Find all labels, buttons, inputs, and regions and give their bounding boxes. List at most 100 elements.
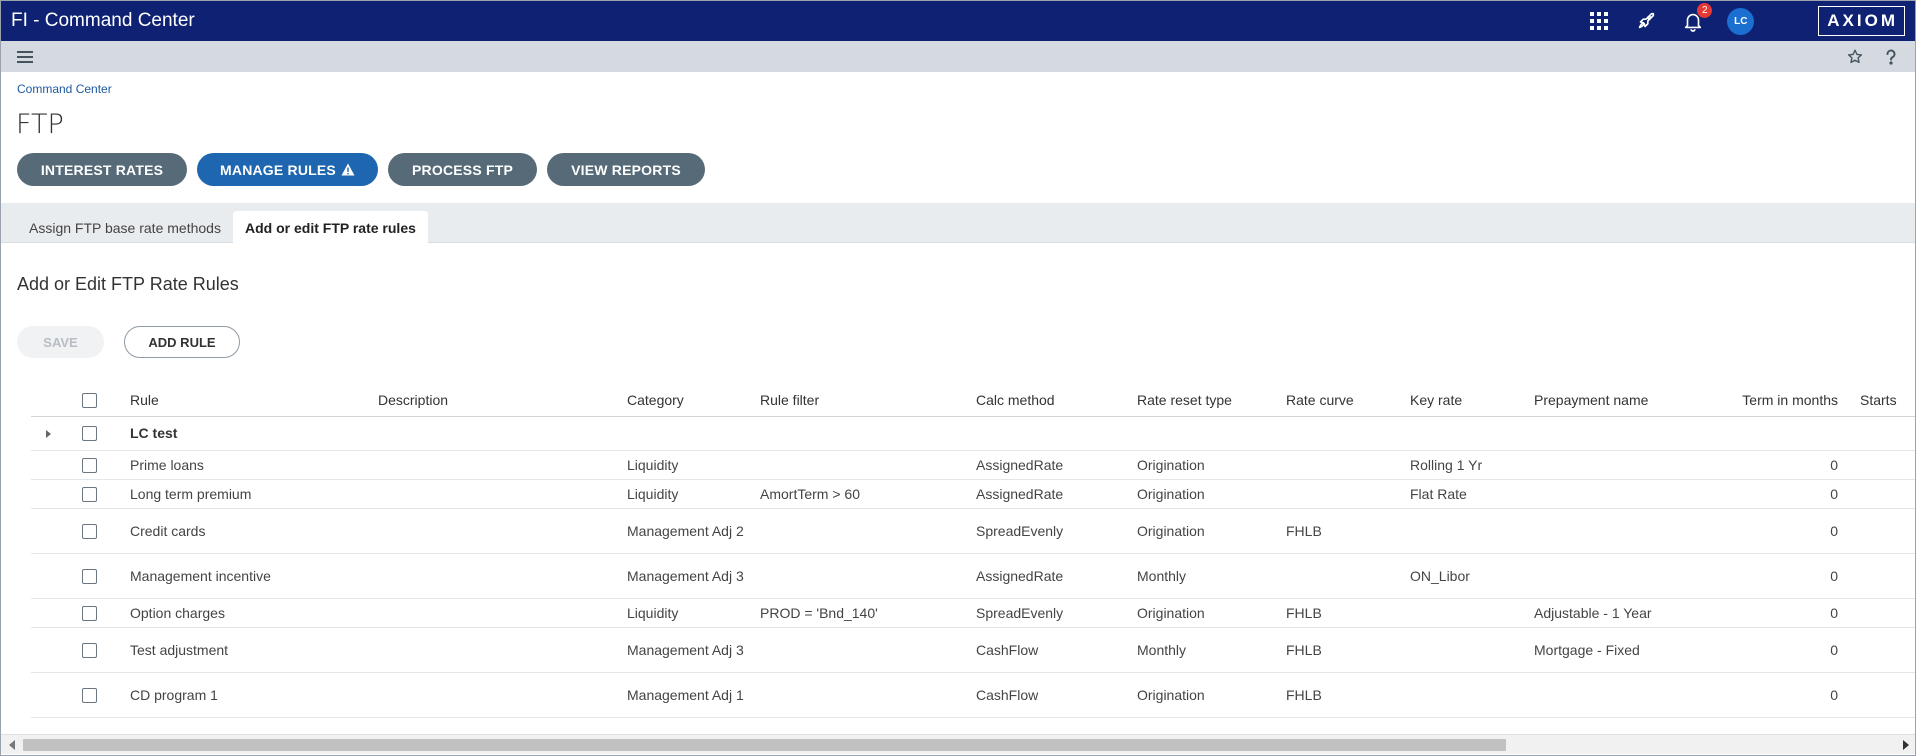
cell-rate-curve: FHLB: [1286, 522, 1322, 539]
section-title: Add or Edit FTP Rate Rules: [17, 274, 239, 294]
row-checkbox[interactable]: [82, 673, 97, 717]
apps-grid-icon[interactable]: [1587, 9, 1611, 33]
cell-term: 0: [1830, 686, 1838, 703]
row-checkbox[interactable]: [82, 599, 97, 627]
table-row[interactable]: Long term premium Liquidity AmortTerm > …: [31, 480, 1915, 509]
col-key-rate[interactable]: Key rate: [1410, 392, 1463, 408]
cell-category: Liquidity: [627, 456, 679, 473]
cell-category: Liquidity: [627, 604, 679, 621]
cell-key-rate: Rolling 1 Yr: [1410, 456, 1483, 473]
table-row[interactable]: Test adjustment Management Adj 3 CashFlo…: [31, 628, 1915, 673]
tab-add-edit-label: Add or edit FTP rate rules: [245, 219, 416, 236]
select-all-checkbox[interactable]: [82, 385, 97, 416]
table-header: Rule Description Category Rule filter Ca…: [31, 385, 1915, 417]
cell-rule: Option charges: [130, 604, 225, 621]
cell-category: Management Adj 3: [627, 567, 744, 584]
tab-add-edit-ftp-rate-rules[interactable]: Add or edit FTP rate rules: [233, 211, 428, 244]
col-description[interactable]: Description: [378, 392, 449, 408]
avatar[interactable]: LC: [1727, 7, 1755, 35]
cell-rule: Test adjustment: [130, 641, 229, 658]
scrollbar-thumb[interactable]: [23, 739, 1506, 751]
sub-toolbar: [1, 41, 1915, 72]
cell-calc-method: SpreadEvenly: [976, 522, 1064, 539]
process-ftp-button[interactable]: PROCESS FTP: [388, 153, 537, 186]
cell-rate-curve: FHLB: [1286, 686, 1322, 703]
scroll-left-icon[interactable]: [9, 740, 15, 750]
manage-rules-button[interactable]: MANAGE RULES: [197, 153, 378, 186]
cell-rate-reset-type: Origination: [1137, 522, 1205, 539]
col-rate-curve[interactable]: Rate curve: [1286, 392, 1354, 408]
cell-category: Liquidity: [627, 485, 679, 502]
cell-rule: Credit cards: [130, 522, 206, 539]
col-rate-reset-type[interactable]: Rate reset type: [1137, 392, 1232, 408]
hamburger-menu-icon[interactable]: [14, 46, 36, 68]
row-checkbox[interactable]: [82, 628, 97, 672]
cell-rate-reset-type: Origination: [1137, 604, 1205, 621]
col-rule[interactable]: Rule: [130, 392, 159, 408]
col-starts[interactable]: Starts: [1860, 392, 1897, 408]
table-row[interactable]: Management incentive Management Adj 3 As…: [31, 554, 1915, 599]
app-title: FI - Command Center: [11, 10, 195, 31]
add-rule-button[interactable]: ADD RULE: [124, 326, 240, 358]
cell-calc-method: AssignedRate: [976, 567, 1064, 584]
row-checkbox[interactable]: [82, 480, 97, 508]
col-term-in-months[interactable]: Term in months: [1742, 392, 1838, 408]
cell-rate-reset-type: Origination: [1137, 485, 1205, 502]
cell-rate-curve: FHLB: [1286, 604, 1322, 621]
scroll-right-icon[interactable]: [1903, 740, 1909, 750]
cell-rule: Long term premium: [130, 485, 252, 502]
tab-assign-ftp-base-rate-methods[interactable]: Assign FTP base rate methods: [17, 211, 233, 244]
cell-calc-method: SpreadEvenly: [976, 604, 1064, 621]
cell-term: 0: [1830, 456, 1838, 473]
cell-prepayment-name: Adjustable - 1 Year: [1534, 604, 1652, 621]
tab-assign-label: Assign FTP base rate methods: [29, 219, 221, 236]
cell-rate-reset-type: Origination: [1137, 456, 1205, 473]
save-button[interactable]: SAVE: [17, 326, 104, 358]
cell-rate-reset-type: Monthly: [1137, 641, 1187, 658]
cell-calc-method: CashFlow: [976, 641, 1039, 658]
col-category[interactable]: Category: [627, 392, 684, 408]
cell-category: Management Adj 3: [627, 641, 744, 658]
interest-rates-label: INTEREST RATES: [40, 161, 164, 178]
cell-category: Management Adj 1: [627, 686, 744, 703]
cell-category: Management Adj 2: [627, 522, 744, 539]
cell-calc-method: AssignedRate: [976, 485, 1064, 502]
cell-term: 0: [1830, 641, 1838, 658]
interest-rates-button[interactable]: INTEREST RATES: [17, 153, 187, 186]
table-row[interactable]: Prime loans Liquidity AssignedRate Origi…: [31, 451, 1915, 480]
cell-rule-filter: AmortTerm > 60: [760, 485, 860, 502]
col-calc-method[interactable]: Calc method: [976, 392, 1055, 408]
table-row[interactable]: Credit cards Management Adj 2 SpreadEven…: [31, 509, 1915, 554]
table-row[interactable]: Option charges Liquidity PROD = 'Bnd_140…: [31, 599, 1915, 628]
manage-rules-label: MANAGE RULES: [220, 161, 336, 178]
cell-term: 0: [1830, 522, 1838, 539]
cell-rule: Management incentive: [130, 567, 271, 584]
col-rule-filter[interactable]: Rule filter: [760, 392, 820, 408]
row-checkbox[interactable]: [82, 417, 97, 450]
cell-term: 0: [1830, 567, 1838, 584]
bell-icon[interactable]: 2: [1681, 3, 1713, 33]
help-icon[interactable]: [1880, 46, 1902, 68]
star-icon[interactable]: [1844, 46, 1866, 68]
expand-caret-icon[interactable]: [46, 417, 51, 450]
view-reports-button[interactable]: VIEW REPORTS: [547, 153, 705, 186]
top-bar: FI - Command Center: [1, 1, 1915, 41]
cell-calc-method: CashFlow: [976, 686, 1039, 703]
group-row[interactable]: LC test: [31, 417, 1915, 451]
warning-icon: [341, 163, 355, 176]
cell-calc-method: AssignedRate: [976, 456, 1064, 473]
cell-rate-curve: FHLB: [1286, 641, 1322, 658]
tab-bar: Assign FTP base rate methods Add or edit…: [1, 203, 1915, 244]
horizontal-scrollbar[interactable]: [1, 734, 1915, 754]
cell-key-rate: ON_Libor: [1410, 567, 1470, 584]
row-checkbox[interactable]: [82, 554, 97, 598]
table-row[interactable]: CD program 1 Management Adj 1 CashFlow O…: [31, 673, 1915, 718]
row-checkbox[interactable]: [82, 509, 97, 553]
row-checkbox[interactable]: [82, 451, 97, 479]
rocket-icon[interactable]: [1634, 9, 1658, 33]
breadcrumb[interactable]: Command Center: [17, 82, 112, 96]
col-prepayment-name[interactable]: Prepayment name: [1534, 392, 1649, 408]
notification-badge: 2: [1697, 3, 1713, 18]
group-name: LC test: [130, 425, 178, 441]
